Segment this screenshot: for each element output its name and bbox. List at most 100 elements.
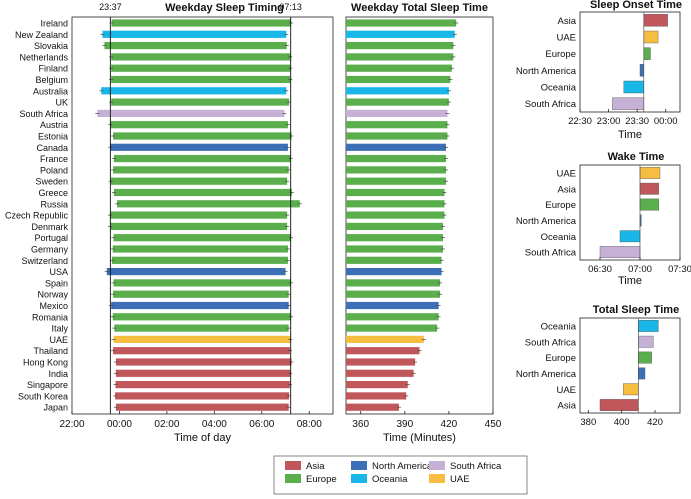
country-label: Mexico: [39, 301, 68, 311]
timing-bar: [111, 19, 292, 27]
total-sleep-bar: [346, 335, 424, 343]
reference-line-label: 23:37: [99, 2, 122, 12]
x-tick-label: 380: [580, 417, 596, 428]
x-tick-label: 00:00: [654, 116, 678, 127]
category-label: Oceania: [541, 321, 577, 332]
legend-label: Europe: [306, 474, 337, 485]
title: Total Sleep Time: [593, 304, 679, 316]
timing-bar: [113, 335, 291, 343]
timing-bar: [110, 177, 288, 185]
country-label: Singapore: [27, 380, 68, 390]
x-axis-label: Time (Minutes): [383, 432, 456, 444]
timing-bar: [102, 30, 287, 38]
weekday-total-sleep-panel: Weekday Total Sleep Time 360 390 420 450 Time…: [345, 2, 502, 444]
timing-bar: [112, 245, 288, 253]
country-label: Hong Kong: [23, 358, 68, 368]
timing-bar: [115, 403, 289, 411]
country-label: Sweden: [35, 177, 68, 187]
x-tick-label: 22:00: [59, 419, 84, 430]
timing-bar: [113, 279, 292, 287]
title: Sleep Onset Time: [590, 0, 682, 11]
region-bar: [623, 383, 639, 396]
country-label: Australia: [33, 86, 68, 96]
category-label: UAE: [556, 168, 576, 179]
country-label: Italy: [51, 324, 68, 334]
total-sleep-bar: [346, 313, 439, 321]
total-sleep-bar: [346, 234, 444, 242]
timing-bar: [117, 200, 300, 208]
region-bar: [623, 80, 645, 94]
country-label: Japan: [43, 403, 68, 413]
axes-box: [579, 317, 681, 414]
total-sleep-bar: [346, 268, 442, 276]
timing-bar: [114, 324, 289, 332]
timing-bar: [111, 64, 291, 72]
region-bar: [638, 335, 654, 348]
total-sleep-bar: [346, 132, 448, 140]
region-bar: [599, 246, 641, 258]
x-tick-label: 390: [396, 419, 413, 430]
x-tick-label: 23:30: [625, 116, 649, 127]
region-bar: [643, 14, 668, 27]
timing-bar: [113, 234, 292, 242]
country-label: Thailand: [33, 346, 68, 356]
total-sleep-bar: [346, 222, 444, 230]
timing-bar: [113, 188, 292, 197]
country-label: Greece: [38, 188, 68, 198]
country-label: Netherlands: [19, 52, 68, 62]
timing-bar: [113, 290, 289, 298]
legend-swatch: [285, 474, 301, 483]
x-tick-label: 08:00: [297, 419, 322, 430]
country-label: Belgium: [35, 75, 68, 85]
legend-swatch: [429, 474, 445, 483]
country-label: Spain: [45, 278, 68, 288]
timing-bar: [111, 256, 288, 264]
x-tick-label: 450: [485, 419, 502, 430]
country-label: New Zealand: [15, 30, 68, 40]
timing-bar: [110, 143, 288, 151]
country-label: Russia: [40, 199, 68, 209]
country-label: South Korea: [18, 391, 68, 401]
timing-bar: [110, 121, 288, 129]
total-sleep-bar: [346, 87, 449, 95]
total-sleep-bar: [346, 177, 446, 185]
country-label: Canada: [36, 143, 68, 153]
category-label: Asia: [558, 16, 577, 27]
legend-swatch: [285, 461, 301, 470]
country-label: Czech Republic: [5, 211, 69, 221]
total-sleep-bar: [346, 166, 446, 174]
total-sleep-time-panel: Total Sleep Time Oceania South Africa Europ…: [516, 304, 681, 428]
title: Weekday Total Sleep Time: [351, 2, 488, 14]
x-axis-label: Time: [618, 129, 642, 141]
legend-swatch: [351, 461, 367, 470]
country-label: Switzerland: [21, 256, 68, 266]
total-sleep-bar: [346, 75, 451, 84]
total-sleep-bar: [346, 155, 446, 163]
x-tick-label: 06:00: [249, 419, 274, 430]
total-sleep-bar: [346, 279, 441, 287]
country-label: India: [48, 369, 68, 379]
region-bar: [638, 320, 659, 332]
axes-box: [71, 16, 334, 415]
total-sleep-bar: [346, 64, 452, 72]
country-label: France: [40, 154, 68, 164]
total-sleep-bar: [346, 188, 445, 197]
total-sleep-bar: [346, 53, 454, 61]
x-tick-label: 23:00: [597, 116, 621, 127]
wake-time-panel: Wake Time UAE Asia Europe North America Ocean…: [516, 151, 691, 287]
axes-box: [579, 164, 681, 261]
legend-swatch: [429, 461, 445, 470]
x-tick-label: 420: [441, 419, 458, 430]
region-bar: [639, 198, 659, 211]
category-label: South Africa: [525, 99, 577, 110]
country-label: Germany: [31, 245, 69, 255]
category-label: Asia: [558, 401, 577, 412]
region-bar: [639, 167, 661, 179]
country-label: Slovakia: [34, 41, 68, 51]
total-sleep-bar: [346, 290, 441, 298]
country-label: Poland: [40, 165, 68, 175]
total-sleep-bar: [346, 381, 408, 389]
region-bar: [599, 399, 639, 411]
x-tick-label: 06:30: [588, 264, 612, 275]
